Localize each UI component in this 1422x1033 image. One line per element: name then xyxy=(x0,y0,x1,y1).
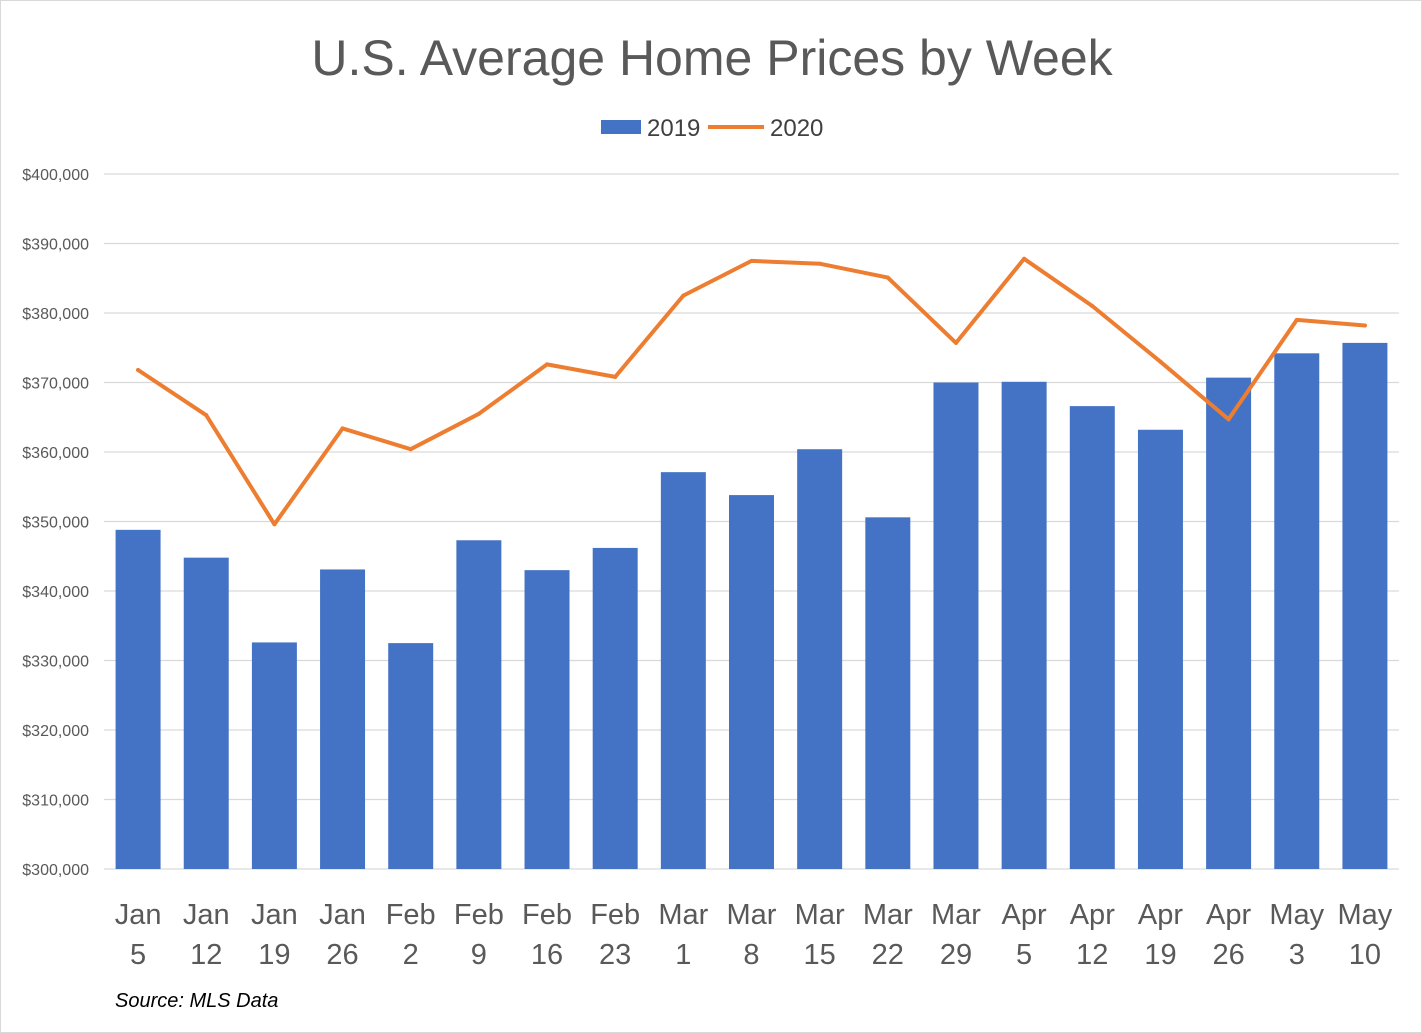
point-2020 xyxy=(953,340,958,345)
y-tick-label: $300,000 xyxy=(22,862,89,879)
bar-2019 xyxy=(660,472,706,869)
x-tick-day: 12 xyxy=(1076,939,1108,971)
bar-2019 xyxy=(183,557,229,869)
bar-2019 xyxy=(1342,342,1388,869)
bar-2019 xyxy=(251,642,297,869)
bar-2019 xyxy=(865,517,911,869)
x-tick-month: Apr xyxy=(1206,899,1251,931)
bar-2019 xyxy=(524,570,570,869)
legend-swatch-2019 xyxy=(601,120,641,134)
x-tick-day: 26 xyxy=(326,939,358,971)
bar-2019 xyxy=(320,569,366,869)
point-2020 xyxy=(272,522,277,527)
x-axis-labels: Jan 5 Jan 12 Jan 19 Jan 26 Feb 2 Feb 9 Feb 16 Feb 23 Mar… xyxy=(115,899,1393,971)
x-tick-day: 2 xyxy=(403,939,419,971)
x-tick-month: Feb xyxy=(454,899,504,931)
bar-2019 xyxy=(592,547,638,869)
y-tick-label: $400,000 xyxy=(22,167,89,184)
x-tick-day: 16 xyxy=(531,939,563,971)
point-2020 xyxy=(1362,323,1367,328)
x-tick-day: 3 xyxy=(1289,939,1305,971)
point-2020 xyxy=(476,411,481,416)
x-tick-month: Mar xyxy=(658,899,708,931)
y-axis-labels: $300,000 $310,000 $320,000 $330,000 $340,000… xyxy=(22,167,89,879)
y-tick-label: $380,000 xyxy=(22,306,89,323)
point-2020 xyxy=(204,413,209,418)
point-2020 xyxy=(340,426,345,431)
x-tick-month: Apr xyxy=(1002,899,1047,931)
x-tick-day: 19 xyxy=(1144,939,1176,971)
bar-2019 xyxy=(456,540,502,869)
y-tick-label: $320,000 xyxy=(22,723,89,740)
x-tick-day: 1 xyxy=(675,939,691,971)
y-tick-label: $390,000 xyxy=(22,237,89,254)
point-2020 xyxy=(613,374,618,379)
x-tick-month: Jan xyxy=(115,899,162,931)
x-tick-day: 5 xyxy=(1016,939,1032,971)
x-tick-day: 29 xyxy=(940,939,972,971)
legend: 2019 2020 xyxy=(601,115,823,142)
point-2020 xyxy=(1158,359,1163,364)
bar-2019 xyxy=(1206,377,1252,869)
bar-2019 xyxy=(729,495,774,869)
point-2020 xyxy=(545,362,550,367)
x-tick-month: Jan xyxy=(251,899,298,931)
point-2020 xyxy=(408,447,413,452)
x-tick-month: Jan xyxy=(319,899,366,931)
chart-title: U.S. Average Home Prices by Week xyxy=(311,30,1113,86)
x-tick-day: 22 xyxy=(872,939,904,971)
x-tick-month: Mar xyxy=(727,899,777,931)
y-tick-label: $310,000 xyxy=(22,793,89,810)
x-tick-day: 5 xyxy=(130,939,146,971)
x-tick-day: 10 xyxy=(1349,939,1381,971)
x-tick-month: Feb xyxy=(522,899,572,931)
bar-2019 xyxy=(1069,406,1115,869)
source-note: Source: MLS Data xyxy=(115,990,278,1012)
point-2020 xyxy=(817,261,822,266)
point-2020 xyxy=(681,293,686,298)
x-tick-month: Mar xyxy=(931,899,981,931)
bar-2019 xyxy=(115,529,161,869)
y-tick-label: $340,000 xyxy=(22,584,89,601)
y-tick-label: $330,000 xyxy=(22,654,89,671)
x-tick-month: Mar xyxy=(863,899,913,931)
bar-2019 xyxy=(797,449,843,869)
point-2020 xyxy=(749,258,754,263)
x-tick-day: 9 xyxy=(471,939,487,971)
x-tick-month: May xyxy=(1269,899,1324,931)
bar-2019 xyxy=(933,382,979,869)
x-tick-month: Feb xyxy=(590,899,640,931)
x-tick-day: 8 xyxy=(743,939,759,971)
x-tick-day: 23 xyxy=(599,939,631,971)
point-2020 xyxy=(1294,317,1299,322)
x-tick-month: Jan xyxy=(183,899,230,931)
bar-2019 xyxy=(1274,353,1320,869)
x-tick-month: Apr xyxy=(1138,899,1183,931)
bar-2019 xyxy=(388,643,434,869)
line-2020 xyxy=(136,256,1367,527)
y-tick-label: $360,000 xyxy=(22,445,89,462)
legend-label-2020: 2020 xyxy=(770,115,823,142)
x-tick-month: Mar xyxy=(795,899,845,931)
x-tick-day: 26 xyxy=(1212,939,1244,971)
x-tick-day: 15 xyxy=(804,939,836,971)
y-tick-label: $350,000 xyxy=(22,515,89,532)
point-2020 xyxy=(136,367,141,372)
x-tick-month: Feb xyxy=(386,899,436,931)
x-tick-month: May xyxy=(1338,899,1393,931)
x-tick-day: 12 xyxy=(190,939,222,971)
bar-2019 xyxy=(1137,429,1183,869)
x-tick-day: 19 xyxy=(258,939,290,971)
x-tick-month: Apr xyxy=(1070,899,1115,931)
legend-label-2019: 2019 xyxy=(647,115,700,142)
point-2020 xyxy=(885,275,890,280)
y-tick-label: $370,000 xyxy=(22,376,89,393)
point-2020 xyxy=(1090,304,1095,309)
bars-2019 xyxy=(115,342,1388,869)
bar-2019 xyxy=(1001,381,1047,869)
point-2020 xyxy=(1022,256,1027,261)
point-2020 xyxy=(1226,417,1231,422)
